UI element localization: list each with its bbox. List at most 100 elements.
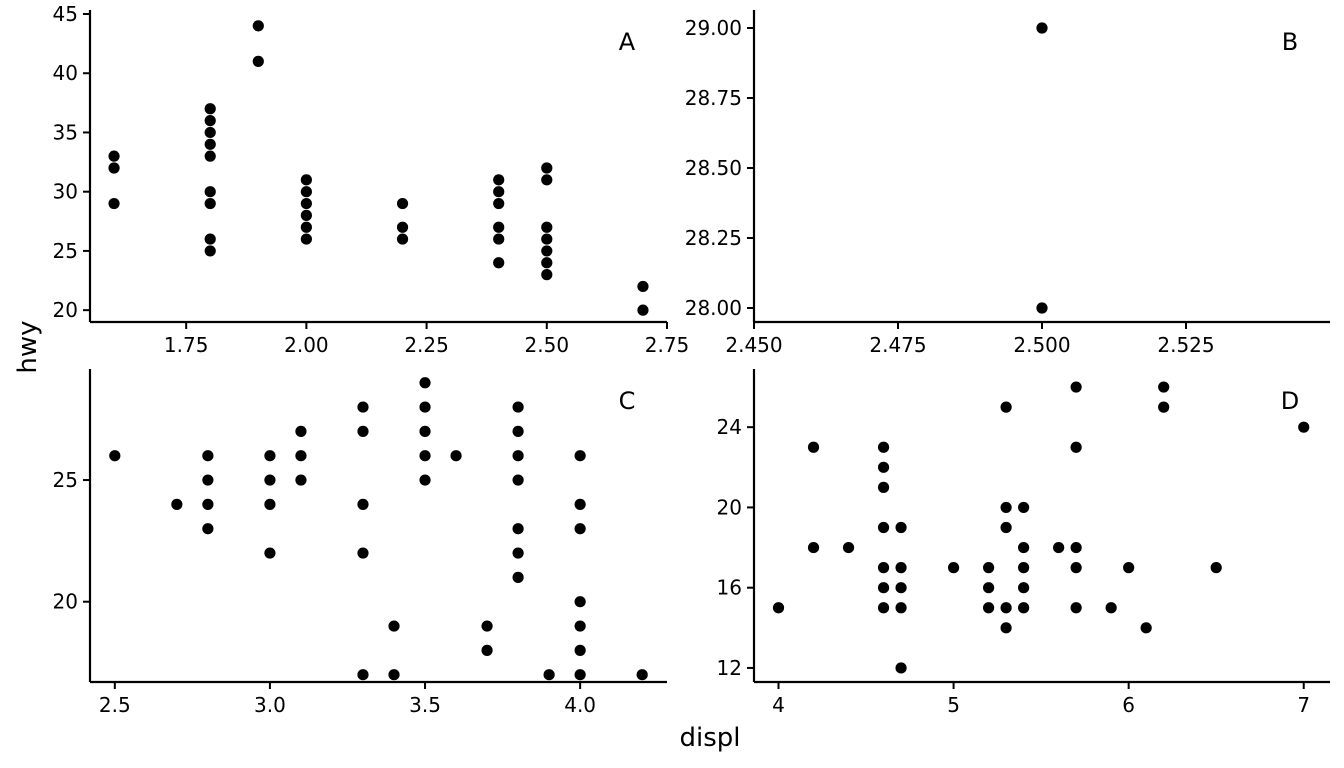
panel-d-point [1018,602,1030,614]
panel-a-point [541,162,553,174]
panel-c-point [574,669,586,681]
panel-d-point [1053,541,1065,554]
panel-c-point [202,498,214,510]
panel-a-point [396,233,409,245]
panel-a-point [204,186,216,198]
panel-c-point [357,669,369,681]
panel-d-point [1105,602,1117,614]
panel-c-y-tick-label: 25 [53,468,78,492]
panel-a-y-tick-label: 35 [53,120,78,144]
panel-d-y-tick-label: 16 [717,576,742,600]
panel-d-point [1070,381,1082,393]
panel-b-y-tick-label: 28.50 [685,156,742,180]
panel-c-point [481,644,493,656]
panel-a-point [541,174,553,186]
panel-a-point [204,233,216,245]
y-axis-title: hwy [13,320,43,373]
panel-a-point [396,221,409,233]
panel-a-y-tick-label: 20 [53,298,78,322]
panel-c-point [295,474,307,486]
panel-a-point [300,186,312,198]
panel-d-point [1210,562,1222,574]
panel-d-point [1123,562,1135,574]
panel-d-point [895,521,907,534]
panel-c-point [574,620,586,632]
panel-d-point [1000,501,1012,514]
panel-a-point [204,197,216,210]
panel-a-y-tick-label: 40 [53,61,78,85]
panel-c-y-tick-label: 20 [53,590,78,614]
panel-c-point [574,596,586,608]
panel-a-point [204,126,216,139]
panel-d-point [1018,501,1030,514]
panel-a-point [493,186,505,198]
panel-d-point [1018,582,1030,594]
panel-c: 2.5 3.0 3.5 4.0 20 25 C [53,369,667,717]
panel-a-point [300,209,312,221]
panel-c-point [512,547,524,559]
panel-a-x-tick-label: 2.50 [525,333,570,357]
panel-d-point [772,602,785,614]
panel-d: 4 5 6 7 12 16 20 24 D [717,369,1330,717]
panel-d-point [877,481,890,493]
panel-d-point [1000,401,1012,413]
panel-d-point [877,521,890,534]
panel-a-x-tick-label: 2.00 [284,333,329,357]
panel-d-x-tick-label: 6 [1122,693,1135,717]
panel-a-point [541,245,553,257]
panel-d-point [877,461,890,473]
panel-c-x-tick-label: 3.5 [409,693,441,717]
panel-c-point [295,425,307,437]
panel-c-point [419,450,431,462]
panel-c-point [481,620,493,632]
panel-a-point [541,257,553,269]
panel-c-point [512,474,524,486]
panel-c-point [450,450,462,462]
panel-c-point [202,474,214,486]
panel-c-point [512,425,524,437]
panel-a-point [108,150,120,162]
panel-d-point [1070,541,1082,554]
panel-c-point [388,620,400,632]
panel-b-y-tick-label: 29.00 [685,16,742,40]
panel-a-point [637,280,649,293]
panel-a-y-tick-label: 30 [53,180,78,204]
panel-a-point [204,103,216,115]
panel-c-point [264,450,276,462]
panel-d-x-tick-label: 7 [1297,693,1310,717]
panel-d-point [1000,622,1012,634]
panel-c-point [512,571,524,583]
panel-a-y-tick-label: 45 [53,2,78,26]
panel-c-point [202,523,214,535]
panel-b-x-tick-label: 2.450 [725,333,782,357]
panel-a-point [252,20,264,32]
panel-d-point [1070,441,1082,453]
panel-c-point [636,669,648,681]
panel-b-x-tick-label: 2.500 [1013,333,1070,357]
panel-b-y-tick-label: 28.00 [685,296,742,320]
panel-c-point [574,523,586,535]
panel-d-point [877,441,890,453]
x-axis-title: displ [679,723,740,753]
panel-c-point [264,498,276,510]
panel-a-point [204,245,216,257]
panel-c-point [357,401,369,413]
panel-d-point [1140,622,1152,634]
panel-c-point [512,523,524,535]
panel-d-point [1018,562,1030,574]
panel-a-point [252,55,264,67]
panel-b-point [1036,22,1048,34]
panel-a-point [493,174,505,186]
panel-c-point [574,450,586,462]
panel-b-point [1036,302,1048,314]
panel-a-x-tick-label: 2.25 [404,333,449,357]
panel-c-point [512,401,524,413]
panel-a-point [637,304,649,316]
panel-a-point [541,269,553,281]
panel-a-point [300,174,312,186]
panel-c-point [357,498,369,510]
panel-d-point [895,582,907,594]
panel-c-x-tick-label: 2.5 [99,693,131,717]
panel-c-point [357,547,369,559]
